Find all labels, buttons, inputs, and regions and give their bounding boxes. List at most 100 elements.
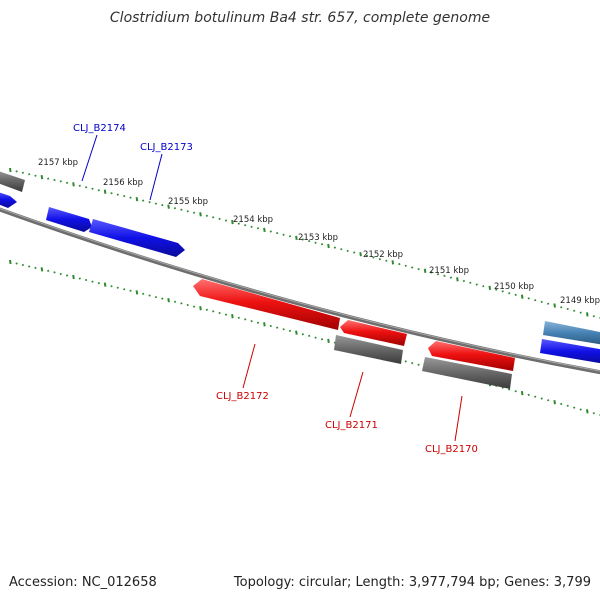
inner-tick-mark: [282, 328, 285, 331]
gene-feature-forward[interactable]: [89, 219, 185, 257]
gene-label-forward[interactable]: CLJ_B2174: [73, 123, 126, 134]
outer-tick-mark: [161, 203, 164, 207]
scale-tick-label: 2154 kbp: [233, 215, 273, 225]
inner-tick-mark: [135, 290, 139, 295]
gene-feature-reverse[interactable]: [428, 341, 515, 371]
genome-summary-text: Topology: circular; Length: 3,977,794 bp…: [233, 575, 591, 590]
outer-tick-mark: [346, 249, 349, 253]
outer-tick-mark: [308, 239, 311, 243]
label-leader-line: [149, 153, 163, 201]
gene-feature-forward[interactable]: [543, 321, 600, 345]
inner-tick-mark: [540, 397, 543, 400]
outer-tick-mark: [237, 222, 240, 225]
gene-feature-reverse[interactable]: [334, 335, 403, 364]
outer-tick-mark: [340, 248, 343, 251]
outer-tick-mark: [488, 285, 492, 291]
outer-tick-mark: [180, 208, 183, 211]
inner-tick-mark: [154, 295, 158, 299]
gene-feature-reverse[interactable]: [193, 279, 340, 330]
gene-feature-reverse[interactable]: [340, 320, 407, 346]
inner-tick-mark: [404, 360, 407, 363]
outer-tick-mark: [566, 307, 569, 311]
gene-label-reverse[interactable]: CLJ_B2171: [325, 420, 378, 431]
inner-tick-mark: [527, 393, 530, 397]
gene-label-forward[interactable]: CLJ_B2173: [140, 142, 193, 153]
inner-tick-mark: [47, 269, 50, 273]
inner-tick-mark: [295, 330, 298, 335]
gene-label-reverse[interactable]: CLJ_B2172: [216, 391, 269, 402]
inner-tick-mark: [78, 277, 81, 280]
outer-tick-mark: [288, 235, 292, 238]
inner-tick-mark: [9, 259, 12, 265]
outer-tick-mark: [53, 178, 56, 182]
inner-tick-mark: [53, 271, 56, 274]
outer-tick-mark: [520, 294, 524, 299]
outer-tick-mark: [353, 251, 356, 254]
outer-tick-mark: [15, 170, 18, 173]
gene-label-reverse[interactable]: CLJ_B2170: [425, 444, 478, 455]
outer-tick-mark: [378, 257, 382, 261]
gene-feature-forward[interactable]: [46, 207, 92, 232]
inner-tick-mark: [231, 314, 234, 319]
inner-tick-mark: [148, 294, 151, 297]
outer-tick-mark: [103, 189, 107, 194]
inner-tick-mark: [180, 302, 183, 305]
inner-tick-mark: [91, 280, 94, 283]
outer-tick-mark: [116, 193, 119, 196]
label-leader-line: [242, 343, 256, 389]
inner-tick-mark: [21, 263, 25, 267]
scale-tick-label: 2153 kbp: [298, 233, 338, 243]
outer-tick-mark: [527, 297, 530, 300]
genome-backbone-highlight: [0, 208, 600, 372]
outer-tick-mark: [359, 252, 362, 257]
outer-tick-mark: [142, 199, 145, 202]
inner-tick-mark: [28, 265, 31, 268]
inner-tick-mark: [592, 412, 595, 415]
inner-tick-mark: [34, 266, 37, 270]
outer-tick-mark: [592, 315, 595, 318]
outer-tick-mark: [514, 293, 517, 297]
gene-feature-reverse[interactable]: [422, 357, 512, 389]
scale-tick-label: 2151 kbp: [429, 266, 469, 276]
genome-backbone: [0, 207, 600, 375]
scale-tick-label: 2149 kbp: [560, 296, 600, 306]
outer-tick-mark: [333, 246, 337, 249]
outer-tick-mark: [430, 271, 433, 274]
gene-feature-forward[interactable]: [0, 170, 25, 192]
inner-tick-mark: [237, 316, 240, 319]
scale-tick-label: 2150 kbp: [494, 282, 534, 292]
inner-tick-mark: [553, 400, 556, 405]
outer-tick-mark: [186, 210, 189, 213]
inner-tick-mark: [65, 274, 69, 277]
outer-tick-mark: [218, 217, 221, 221]
outer-tick-mark: [28, 173, 31, 176]
outer-tick-mark: [256, 227, 260, 230]
outer-tick-mark: [84, 186, 88, 189]
outer-tick-mark: [372, 256, 375, 259]
outer-tick-mark: [59, 180, 62, 183]
outer-tick-mark: [365, 254, 369, 257]
outer-tick-mark: [91, 187, 94, 190]
outer-tick-mark: [78, 184, 81, 187]
gene-feature-forward[interactable]: [0, 191, 17, 208]
inner-tick-mark: [586, 409, 589, 414]
inner-tick-mark: [167, 298, 170, 303]
inner-tick-mark: [224, 313, 228, 316]
inner-tick-mark: [579, 408, 582, 411]
outer-tick-mark: [398, 262, 401, 266]
outer-tick-mark: [553, 303, 556, 308]
label-leader-line: [81, 134, 98, 182]
inner-tick-mark: [301, 333, 304, 336]
inner-tick-mark: [186, 303, 189, 307]
inner-tick-mark: [244, 318, 247, 321]
outer-tick-mark: [173, 207, 177, 210]
outer-tick-mark: [579, 311, 582, 314]
gene-feature-forward[interactable]: [540, 339, 600, 364]
outer-tick-mark: [97, 189, 100, 192]
inner-tick-mark: [573, 406, 576, 409]
outer-tick-mark: [212, 216, 215, 219]
inner-tick-mark: [417, 363, 420, 366]
outer-tick-mark: [508, 292, 511, 295]
outer-tick-mark: [385, 259, 388, 262]
